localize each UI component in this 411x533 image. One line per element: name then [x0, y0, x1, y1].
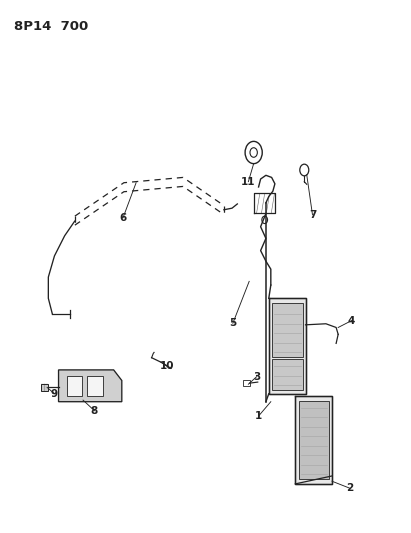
Text: 7: 7 [309, 209, 316, 220]
Polygon shape [296, 397, 332, 484]
Polygon shape [298, 401, 329, 479]
Text: 5: 5 [229, 318, 236, 328]
Text: 11: 11 [241, 176, 256, 187]
FancyBboxPatch shape [87, 376, 103, 397]
Text: 10: 10 [159, 361, 174, 371]
Text: 8P14  700: 8P14 700 [14, 20, 88, 33]
Polygon shape [272, 303, 302, 357]
FancyBboxPatch shape [243, 380, 249, 386]
Text: 1: 1 [255, 411, 262, 421]
Text: 8: 8 [91, 406, 98, 416]
Text: 3: 3 [253, 372, 260, 382]
Polygon shape [58, 370, 122, 402]
Text: 4: 4 [348, 316, 356, 326]
FancyBboxPatch shape [42, 384, 48, 391]
Polygon shape [272, 359, 302, 390]
Text: 6: 6 [120, 213, 127, 223]
Text: 9: 9 [51, 389, 58, 399]
Text: 2: 2 [346, 483, 353, 493]
FancyBboxPatch shape [67, 376, 82, 397]
Polygon shape [269, 298, 305, 394]
